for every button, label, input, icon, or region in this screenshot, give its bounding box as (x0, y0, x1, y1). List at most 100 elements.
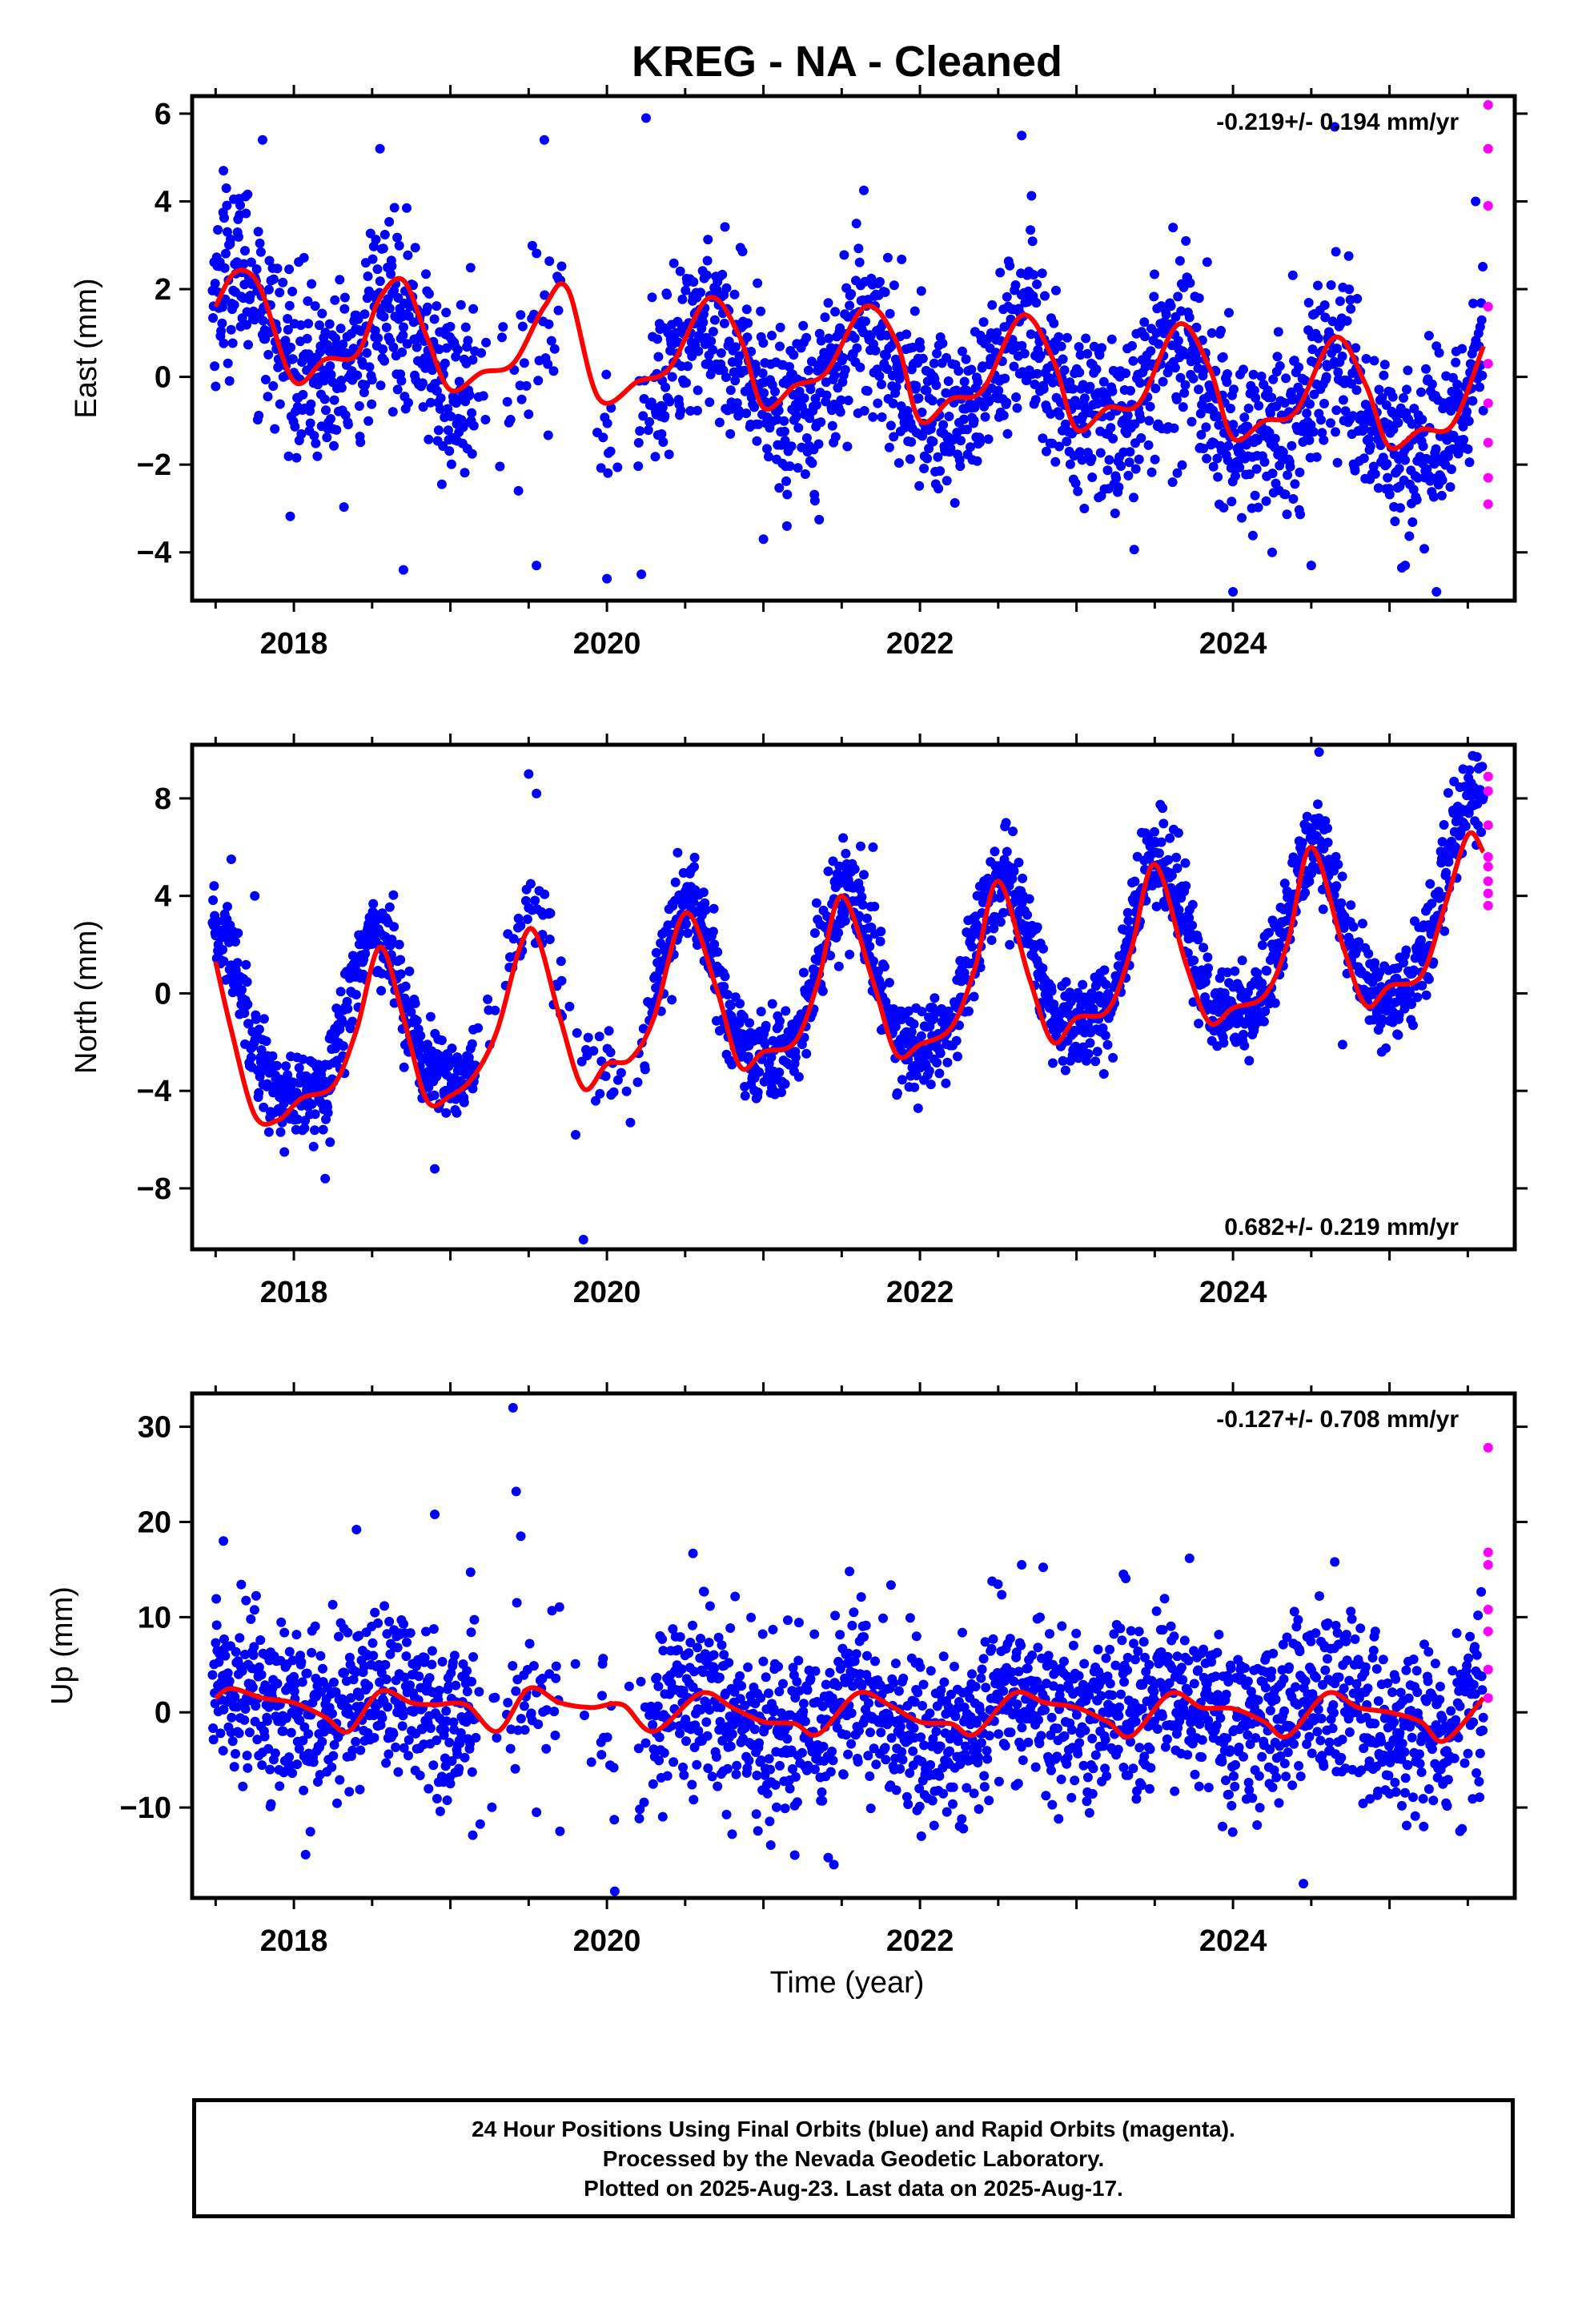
data-point (512, 1598, 522, 1608)
data-point-outlier (1228, 587, 1239, 597)
data-point (1171, 852, 1182, 862)
data-point (1126, 385, 1135, 396)
data-point (474, 1687, 484, 1697)
data-point (432, 301, 442, 312)
data-point (446, 459, 456, 469)
data-point (869, 902, 880, 911)
data-point (720, 222, 730, 232)
data-point (330, 295, 340, 305)
data-point (1193, 935, 1203, 945)
y-axis-label: East (mm) (70, 278, 103, 418)
data-point (434, 344, 444, 355)
data-point (373, 1618, 383, 1628)
data-point (580, 1711, 589, 1720)
data-point (354, 1691, 364, 1702)
data-point (1102, 465, 1113, 476)
data-point (780, 426, 789, 436)
data-point (272, 263, 283, 274)
data-point (938, 338, 948, 348)
data-point (405, 1680, 415, 1691)
data-point (761, 1020, 771, 1031)
data-point (909, 306, 920, 316)
data-point (443, 404, 453, 414)
x-tick-label: 2022 (886, 1276, 954, 1309)
data-point (1332, 457, 1343, 468)
data-point (833, 961, 844, 971)
data-point (689, 862, 699, 872)
data-point (382, 1629, 392, 1639)
data-point (324, 319, 335, 329)
data-point (394, 939, 404, 950)
data-point (1030, 380, 1040, 389)
data-point (469, 1614, 480, 1625)
data-point (381, 1675, 391, 1684)
data-point (1098, 1023, 1108, 1033)
data-point (436, 1035, 447, 1045)
data-point (1273, 327, 1283, 337)
data-point (1249, 385, 1259, 396)
y-tick-label: 6 (155, 98, 171, 131)
data-point (220, 1651, 231, 1661)
data-point (530, 895, 540, 906)
data-point (1478, 262, 1488, 271)
data-point (283, 324, 293, 335)
data-point (351, 1736, 361, 1747)
data-point (1400, 455, 1410, 465)
y-tick-label: 0 (155, 361, 171, 395)
data-point (1213, 472, 1223, 482)
data-point (331, 333, 340, 344)
data-point (410, 998, 420, 1008)
data-point (1169, 423, 1179, 433)
data-point (741, 408, 752, 419)
data-point (591, 1096, 600, 1106)
data-point (798, 967, 809, 978)
data-point (383, 1702, 393, 1712)
data-point (405, 1628, 416, 1638)
data-point (849, 333, 860, 344)
data-point (533, 376, 544, 386)
data-point (1445, 482, 1456, 493)
data-point (1408, 1020, 1418, 1031)
data-point (243, 1019, 254, 1029)
data-point (635, 426, 645, 436)
data-point (1243, 421, 1253, 432)
data-point-outlier (1306, 561, 1316, 571)
data-point (412, 342, 422, 352)
data-point (862, 934, 873, 944)
data-point (962, 424, 972, 435)
data-point (219, 1704, 229, 1715)
data-point (1237, 955, 1247, 966)
data-point (669, 258, 679, 268)
data-point (1384, 489, 1395, 500)
data-point (428, 1760, 439, 1771)
data-point (554, 1602, 564, 1612)
data-point (336, 383, 347, 393)
data-point (1181, 235, 1191, 246)
data-point (1323, 823, 1332, 834)
data-point (265, 1764, 275, 1775)
data-point (1319, 300, 1330, 310)
data-point (556, 261, 567, 271)
data-point (612, 462, 623, 472)
data-point (1263, 385, 1273, 396)
data-point (1135, 413, 1146, 424)
data-point (725, 428, 736, 439)
data-point (1286, 387, 1296, 397)
data-point (1040, 291, 1050, 301)
data-point (425, 1011, 436, 1022)
data-point (908, 342, 918, 352)
data-point (1283, 470, 1293, 480)
data-point (1253, 502, 1263, 513)
data-point (978, 317, 989, 328)
data-point (653, 352, 664, 362)
data-point (717, 269, 728, 279)
rapid-point (1483, 900, 1493, 911)
data-point (527, 240, 537, 251)
data-point-outlier (578, 1234, 588, 1244)
data-point (417, 1724, 428, 1735)
data-point (429, 314, 440, 324)
data-point (424, 1673, 435, 1683)
data-point (1319, 435, 1329, 445)
data-point (859, 185, 869, 195)
